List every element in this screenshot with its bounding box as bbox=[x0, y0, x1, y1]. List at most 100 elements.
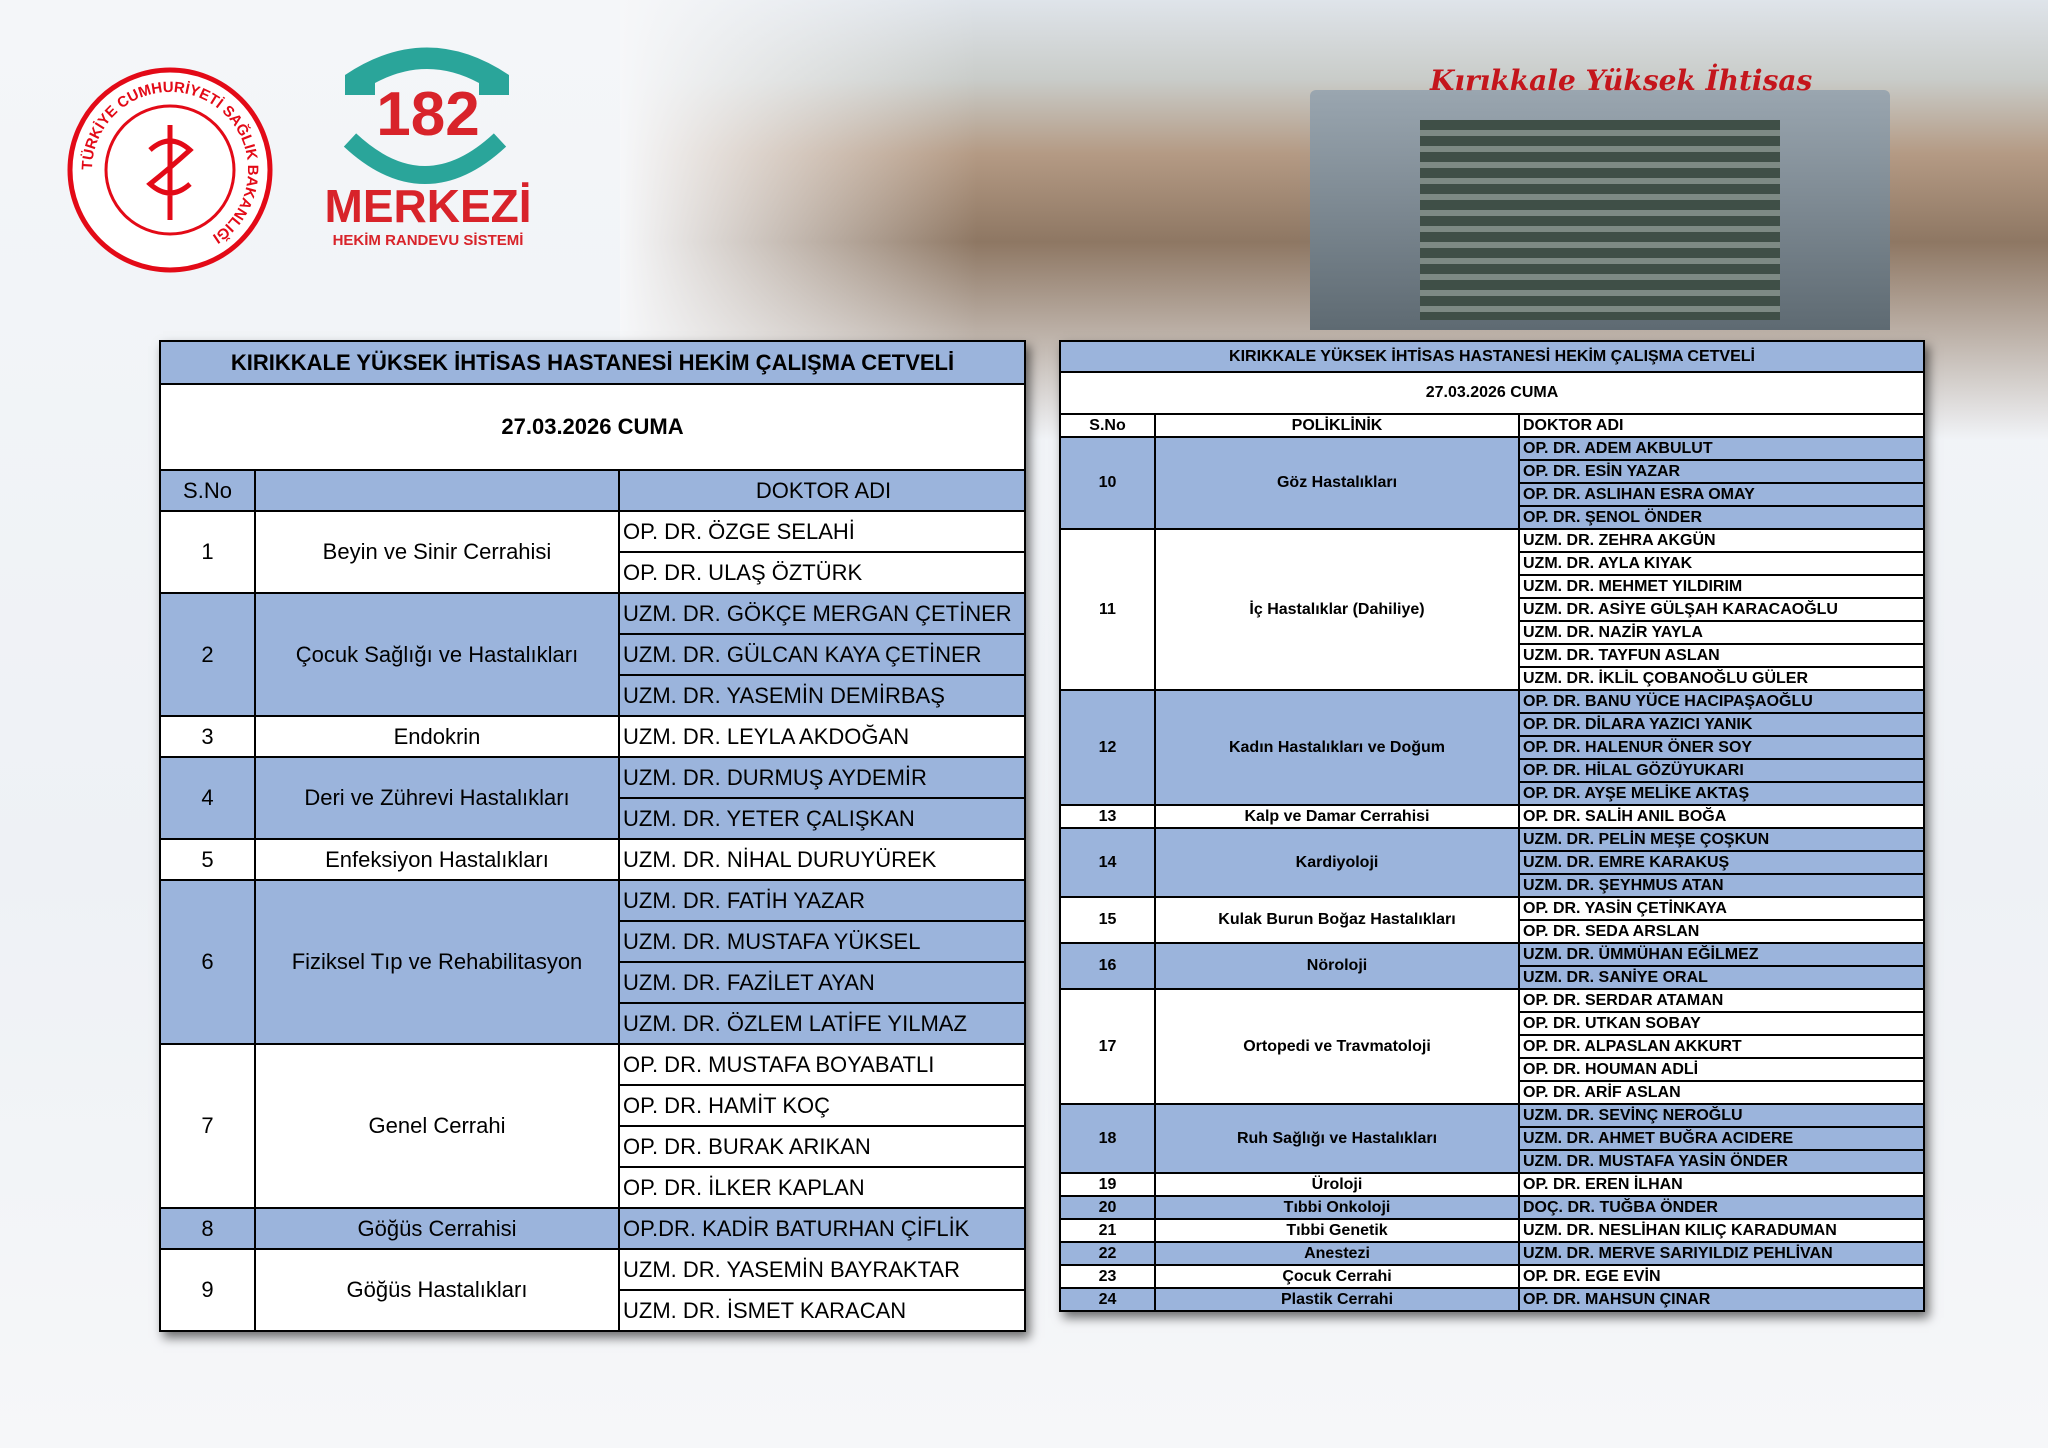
doctor-name: UZM. DR. AHMET BUĞRA ACIDERE bbox=[1517, 1126, 1926, 1151]
doctor-row: 12 Kadın Hastalıkları ve Doğum OP. DR. BAN… bbox=[1059, 689, 1926, 806]
schedule-table: KIRIKKALE YÜKSEK İHTİSAS HASTANESİ HEKİM… bbox=[1058, 340, 1926, 1312]
doctor-row: OP. DR. DİLARA YAZICI YANIK bbox=[1060, 712, 1926, 737]
doctor-name: OP. DR. MUSTAFA BOYABATLI bbox=[618, 1043, 1026, 1086]
building bbox=[1310, 90, 1890, 330]
doctor-name: OP. DR. BURAK ARIKAN bbox=[618, 1125, 1026, 1168]
doctor-row: 16 Nöroloji UZM. DR. ÜMMÜHAN EĞİLMEZ bbox=[1059, 942, 1926, 990]
doctor-name: UZM. DR. NİHAL DURUYÜREK bbox=[618, 838, 1026, 881]
doctor-row: UZM. DR. FAZİLET AYAN bbox=[160, 961, 1026, 1004]
doctor-row: UZM. DR. EMRE KARAKUŞ bbox=[1060, 850, 1926, 875]
doctor-row: 20 Tıbbi Onkoloji DOÇ. DR. TUĞBA ÖNDER bbox=[1059, 1195, 1926, 1220]
doctor-name: UZM. DR. GÜLCAN KAYA ÇETİNER bbox=[618, 633, 1026, 676]
doctor-name: OP. DR. ULAŞ ÖZTÜRK bbox=[618, 551, 1026, 594]
doctor-row: 9 Göğüs Hastalıkları UZM. DR. YASEMİN BAYR… bbox=[159, 1248, 1026, 1332]
doctor-row: 21 Tıbbi Genetik UZM. DR. NESLİHAN KILIÇ K… bbox=[1059, 1218, 1926, 1243]
caduceus bbox=[146, 125, 194, 220]
row-number: 5 bbox=[159, 838, 256, 881]
doctor-name: OP. DR. ARİF ASLAN bbox=[1517, 1080, 1926, 1105]
doctor-row: UZM. DR. GÜLCAN KAYA ÇETİNER bbox=[160, 633, 1026, 676]
doctor-name: OP.DR. KADİR BATURHAN ÇİFLİK bbox=[618, 1207, 1026, 1250]
doctor-row: OP. DR. AYŞE MELİKE AKTAŞ bbox=[1060, 781, 1926, 806]
doctor-row: 19 Üroloji OP. DR. EREN İLHAN bbox=[1059, 1172, 1926, 1197]
doctor-row: 2 Çocuk Sağlığı ve Hastalıkları UZM. DR. G… bbox=[159, 592, 1026, 717]
ministry-ring bbox=[104, 104, 236, 236]
row-number: 19 bbox=[1059, 1172, 1156, 1197]
row-number: 13 bbox=[1059, 804, 1156, 829]
table-title: KIRIKKALE YÜKSEK İHTİSAS HASTANESİ HEKİM… bbox=[159, 340, 1026, 385]
doctor-row: OP. DR. ŞENOL ÖNDER bbox=[1060, 505, 1926, 530]
doctor-row: UZM. DR. TAYFUN ASLAN bbox=[1060, 643, 1926, 668]
doctor-name: UZM. DR. NAZİR YAYLA bbox=[1517, 620, 1926, 645]
department: Plastik Cerrahi bbox=[1154, 1287, 1520, 1312]
doctor-row: OP. DR. UTKAN SOBAY bbox=[1060, 1011, 1926, 1036]
doctor-row: UZM. DR. AYLA KIYAK bbox=[1060, 551, 1926, 576]
doctor-row: 22 Anestezi UZM. DR. MERVE SARIYILDIZ PEHL… bbox=[1059, 1241, 1926, 1266]
department: Tıbbi Genetik bbox=[1154, 1218, 1520, 1243]
phone-icon bbox=[345, 47, 509, 95]
doctor-name: OP. DR. HALENUR ÖNER SOY bbox=[1517, 735, 1926, 760]
row-number: 8 bbox=[159, 1207, 256, 1250]
doctor-row: 11 İç Hastalıklar (Dahiliye) UZM. DR. ZEHR… bbox=[1059, 528, 1926, 691]
doctor-row: 14 Kardiyoloji UZM. DR. PELİN MEŞE ÇOŞKUN bbox=[1059, 827, 1926, 898]
doctor-name: UZM. DR. YASEMİN BAYRAKTAR bbox=[618, 1248, 1026, 1291]
row-number: 24 bbox=[1059, 1287, 1156, 1312]
doctor-name: UZM. DR. FAZİLET AYAN bbox=[618, 961, 1026, 1004]
row-number: 6 bbox=[159, 879, 256, 1045]
logo-center: MERKEZİ bbox=[325, 180, 532, 232]
column-header: DOKTOR ADI bbox=[618, 469, 1026, 512]
doctor-name: OP. DR. ESİN YAZAR bbox=[1517, 459, 1926, 484]
doctor-row: UZM. DR. ŞEYHMUS ATAN bbox=[1060, 873, 1926, 898]
doctor-name: UZM. DR. ŞEYHMUS ATAN bbox=[1517, 873, 1926, 898]
row-number: 10 bbox=[1059, 436, 1156, 530]
logo-number: 182 bbox=[376, 80, 479, 149]
doctor-row: OP. DR. İLKER KAPLAN bbox=[160, 1166, 1026, 1209]
doctor-name: OP. DR. YASİN ÇETİNKAYA bbox=[1517, 896, 1926, 921]
doctor-row: OP. DR. ARİF ASLAN bbox=[1060, 1080, 1926, 1105]
doctor-name: UZM. DR. MEHMET YILDIRIM bbox=[1517, 574, 1926, 599]
doctor-name: OP. DR. ADEM AKBULUT bbox=[1517, 436, 1926, 461]
department: Üroloji bbox=[1154, 1172, 1520, 1197]
doctor-name: OP. DR. ÖZGE SELAHİ bbox=[618, 510, 1026, 553]
doctor-row: 13 Kalp ve Damar Cerrahisi OP. DR. SALİH A… bbox=[1059, 804, 1926, 829]
doctor-row: UZM. DR. MUSTAFA YASİN ÖNDER bbox=[1060, 1149, 1926, 1174]
doctor-name: OP. DR. UTKAN SOBAY bbox=[1517, 1011, 1926, 1036]
row-number: 20 bbox=[1059, 1195, 1156, 1220]
department: Nöroloji bbox=[1154, 942, 1520, 990]
doctor-name: OP. DR. HİLAL GÖZÜYUKARI bbox=[1517, 758, 1926, 783]
date-row: 27.03.2026 CUMA bbox=[159, 383, 1026, 471]
row-number: 4 bbox=[159, 756, 256, 840]
department: Endokrin bbox=[254, 715, 620, 758]
doctor-row: 5 Enfeksiyon Hastalıkları UZM. DR. NİHAL D… bbox=[159, 838, 1026, 881]
department: Göğüs Cerrahisi bbox=[254, 1207, 620, 1250]
doctor-name: UZM. DR. TAYFUN ASLAN bbox=[1517, 643, 1926, 668]
doctor-row: UZM. DR. ÖZLEM LATİFE YILMAZ bbox=[160, 1002, 1026, 1045]
doctor-row: 8 Göğüs Cerrahisi OP.DR. KADİR BATURHAN Çİ… bbox=[159, 1207, 1026, 1250]
doctor-row: 10 Göz Hastalıkları OP. DR. ADEM AKBULUT bbox=[1059, 436, 1926, 530]
department: Ortopedi ve Travmatoloji bbox=[1154, 988, 1520, 1105]
doctor-name: OP. DR. SERDAR ATAMAN bbox=[1517, 988, 1926, 1013]
doctor-name: UZM. DR. ZEHRA AKGÜN bbox=[1517, 528, 1926, 553]
doctor-row: 1 Beyin ve Sinir Cerrahisi OP. DR. ÖZGE SE… bbox=[159, 510, 1026, 594]
doctor-name: OP. DR. EREN İLHAN bbox=[1517, 1172, 1926, 1197]
doctor-row: UZM. DR. YASEMİN DEMİRBAŞ bbox=[160, 674, 1026, 717]
doctor-row: UZM. DR. SANİYE ORAL bbox=[1060, 965, 1926, 990]
doctor-row: OP. DR. ESİN YAZAR bbox=[1060, 459, 1926, 484]
department: Kadın Hastalıkları ve Doğum bbox=[1154, 689, 1520, 806]
row-number: 2 bbox=[159, 592, 256, 717]
doctor-row: UZM. DR. İKLİL ÇOBANOĞLU GÜLER bbox=[1060, 666, 1926, 691]
department: Anestezi bbox=[1154, 1241, 1520, 1266]
doctor-row: UZM. DR. MUSTAFA YÜKSEL bbox=[160, 920, 1026, 963]
doctor-name: OP. DR. MAHSUN ÇINAR bbox=[1517, 1287, 1926, 1312]
department: Göğüs Hastalıkları bbox=[254, 1248, 620, 1332]
doctor-row: UZM. DR. İSMET KARACAN bbox=[160, 1289, 1026, 1332]
row-number: 12 bbox=[1059, 689, 1156, 806]
doctor-name: UZM. DR. ÜMMÜHAN EĞİLMEZ bbox=[1517, 942, 1926, 967]
doctor-name: OP. DR. EGE EVİN bbox=[1517, 1264, 1926, 1289]
doctor-name: UZM. DR. LEYLA AKDOĞAN bbox=[618, 715, 1026, 758]
doctor-name: UZM. DR. GÖKÇE MERGAN ÇETİNER bbox=[618, 592, 1026, 635]
doctor-name: UZM. DR. YASEMİN DEMİRBAŞ bbox=[618, 674, 1026, 717]
doctor-name: UZM. DR. ÖZLEM LATİFE YILMAZ bbox=[618, 1002, 1026, 1045]
doctor-row: 15 Kulak Burun Boğaz Hastalıkları OP. DR. … bbox=[1059, 896, 1926, 944]
department: Çocuk Sağlığı ve Hastalıkları bbox=[254, 592, 620, 717]
